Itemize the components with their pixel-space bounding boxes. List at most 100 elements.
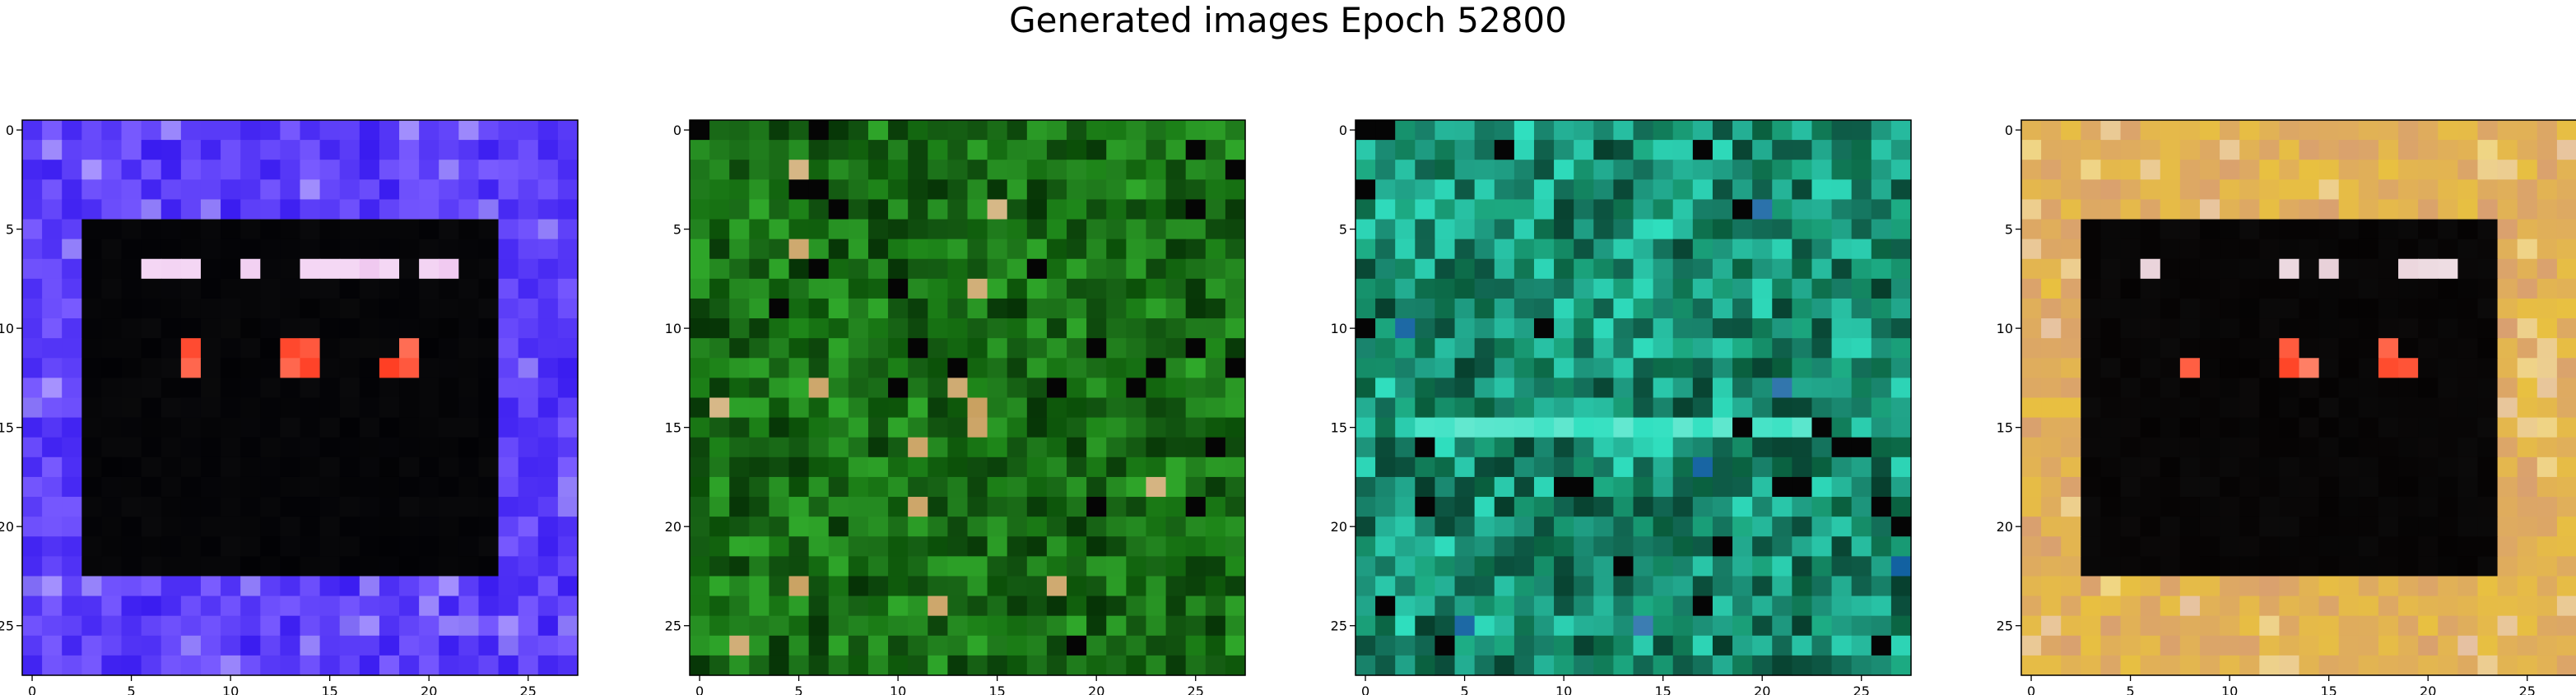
pixel-cell	[2318, 160, 2340, 180]
pixel-cell	[888, 358, 909, 378]
pixel-cell	[1514, 595, 1535, 617]
pixel-cell	[1395, 615, 1416, 637]
pixel-cell	[1355, 576, 1376, 597]
pixel-cell	[62, 120, 82, 141]
pixel-cell	[709, 298, 730, 319]
pixel-cell	[1752, 160, 1773, 180]
pixel-cell	[1126, 318, 1147, 339]
pixel-cell	[498, 278, 519, 299]
pixel-cell	[1225, 140, 1246, 160]
pixel-cell	[22, 219, 43, 240]
x-tick-label: 10	[890, 683, 906, 695]
pixel-cell	[928, 199, 948, 220]
pixel-cell	[729, 497, 750, 517]
pixel-cell	[200, 476, 221, 498]
pixel-cell	[359, 595, 380, 617]
pixel-cell	[1574, 456, 1594, 478]
pixel-cell	[458, 536, 480, 557]
pixel-cell	[1225, 576, 1246, 597]
pixel-cell	[399, 497, 420, 517]
pixel-cell	[1046, 160, 1067, 180]
pixel-cell	[867, 318, 889, 339]
pixel-cell	[2398, 576, 2419, 597]
pixel-cell	[1146, 160, 1167, 180]
pixel-cell	[2536, 437, 2558, 458]
pixel-cell	[557, 338, 579, 359]
pixel-cell	[2179, 258, 2201, 280]
pixel-cell	[2536, 378, 2558, 399]
pixel-cell	[2497, 556, 2518, 577]
pixel-cell	[947, 576, 969, 597]
pixel-cell	[1633, 456, 1654, 478]
pixel-cell	[1653, 298, 1674, 319]
pixel-cell	[1732, 536, 1753, 557]
pixel-cell	[200, 437, 221, 458]
pixel-cell	[1831, 517, 1853, 537]
pixel-cell	[1772, 120, 1793, 141]
pixel-cell	[300, 120, 321, 141]
pixel-cell	[1205, 655, 1226, 676]
pixel-cell	[439, 476, 459, 498]
pixel-cell	[2536, 476, 2558, 498]
pixel-cell	[1146, 595, 1167, 617]
x-tick: 5	[127, 675, 136, 695]
pixel-cell	[1554, 338, 1574, 359]
pixel-cell	[339, 278, 360, 299]
pixel-cell	[2061, 417, 2081, 438]
pixel-cell	[419, 120, 439, 141]
pixel-cell	[2338, 655, 2360, 676]
pixel-cell	[1752, 476, 1773, 498]
pixel-cell	[1106, 199, 1127, 220]
pixel-cell	[1554, 456, 1574, 478]
x-tick: 10	[222, 675, 239, 695]
pixel-cell	[280, 278, 301, 299]
pixel-cell	[749, 298, 770, 319]
pixel-cell	[1494, 378, 1515, 399]
pixel-cell	[828, 219, 849, 240]
pixel-cell	[1752, 615, 1773, 637]
pixel-cell	[2021, 476, 2042, 498]
pixel-cell	[947, 437, 969, 458]
pixel-cell	[867, 556, 889, 577]
pixel-cell	[42, 160, 63, 180]
pixel-cell	[987, 378, 1008, 399]
pixel-cell	[690, 239, 710, 260]
pixel-cell	[339, 517, 360, 537]
pixel-cell	[2140, 635, 2161, 656]
pixel-cell	[769, 417, 790, 438]
pixel-cell	[478, 318, 500, 339]
pixel-cell	[300, 298, 321, 319]
pixel-cell	[1395, 517, 1416, 537]
pixel-cell	[2556, 258, 2576, 280]
pixel-cell	[729, 120, 750, 141]
pixel-cell	[729, 318, 750, 339]
pixel-cell	[1672, 556, 1694, 577]
y-tick: 20	[1331, 519, 1355, 535]
pixel-cell	[399, 536, 420, 557]
pixel-cell	[1653, 378, 1674, 399]
pixel-cell	[1851, 318, 1872, 339]
pixel-cell	[537, 338, 559, 359]
pixel-cell	[1185, 456, 1207, 478]
x-tick: 5	[2126, 675, 2135, 695]
x-tick: 0	[1361, 675, 1369, 695]
pixel-cell	[1732, 437, 1753, 458]
pixel-cell	[1454, 437, 1476, 458]
pixel-cell	[339, 397, 360, 419]
pixel-cell	[240, 517, 261, 537]
pixel-cell	[1106, 120, 1127, 141]
pixel-cell	[419, 140, 439, 160]
pixel-cell	[2041, 358, 2062, 378]
pixel-cell	[379, 338, 400, 359]
pixel-cell	[240, 635, 261, 656]
pixel-cell	[1653, 417, 1674, 438]
pixel-cell	[2220, 278, 2240, 299]
pixel-cell	[2239, 358, 2260, 378]
pixel-cell	[1225, 258, 1246, 280]
pixel-cell	[2041, 378, 2062, 399]
pixel-cell	[1653, 318, 1674, 339]
pixel-cell	[2061, 358, 2081, 378]
pixel-cell	[1474, 179, 1495, 201]
pixel-cell	[537, 358, 559, 378]
pixel-cell	[1474, 576, 1495, 597]
